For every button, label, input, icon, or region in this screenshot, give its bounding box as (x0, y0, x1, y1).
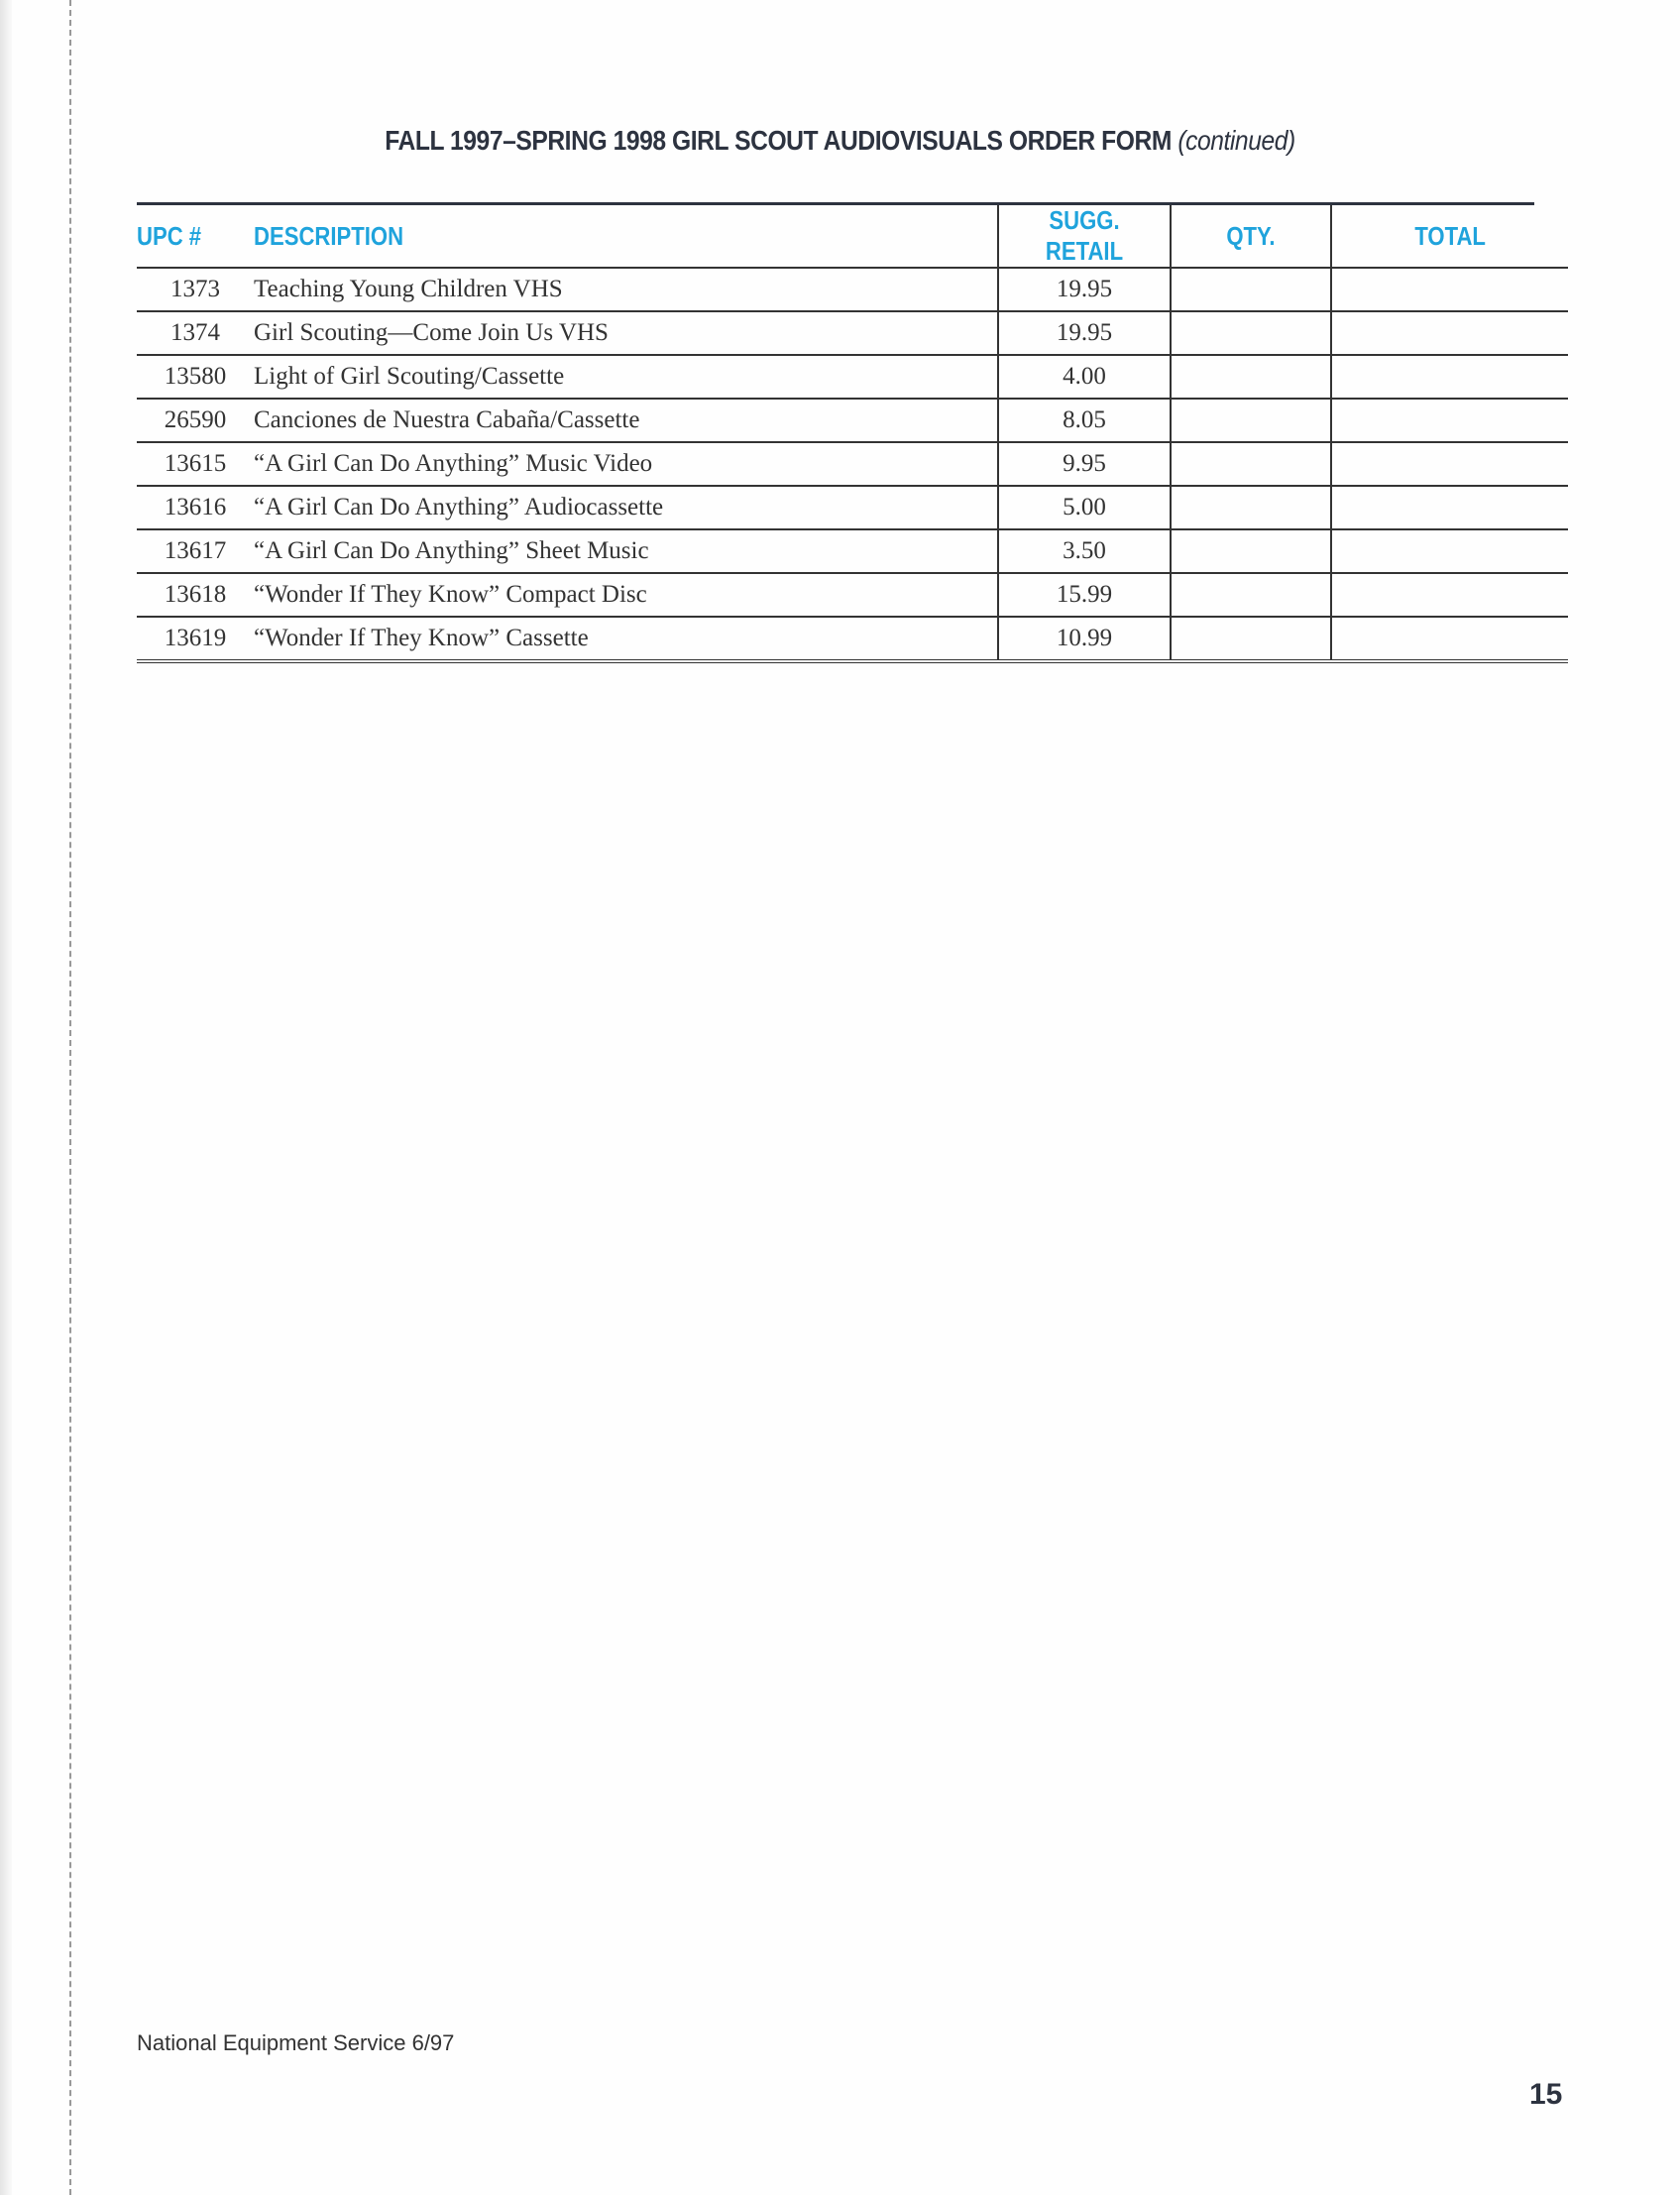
upc-cell: 26590 (137, 399, 254, 443)
table-row: 1373 Teaching Young Children VHS 19.95 (137, 268, 1568, 312)
table-row: 26590 Canciones de Nuestra Cabaña/Cassett… (137, 399, 1568, 443)
header-upc: UPC # (137, 205, 254, 269)
table-row: 13617 “A Girl Can Do Anything” Sheet Musi… (137, 529, 1568, 574)
table-row: 13618 “Wonder If They Know” Compact Disc 1… (137, 573, 1568, 618)
perforation-line (69, 0, 71, 2195)
total-field[interactable] (1330, 529, 1568, 574)
title-main: FALL 1997–SPRING 1998 GIRL SCOUT AUDIOVI… (385, 125, 1172, 156)
description-cell: Light of Girl Scouting/Cassette (254, 355, 998, 400)
table-row: 13616 “A Girl Can Do Anything” Audiocasse… (137, 486, 1568, 530)
header-sugg-retail: SUGG. RETAIL (997, 205, 1171, 269)
header-row: UPC # DESCRIPTION SUGG. RETAIL QTY. TOTA… (137, 205, 1568, 269)
qty-field[interactable] (1170, 355, 1331, 400)
upc-cell: 1373 (137, 268, 254, 312)
description-cell: Teaching Young Children VHS (254, 268, 998, 312)
price-cell: 10.99 (997, 617, 1171, 663)
price-cell: 19.95 (997, 268, 1171, 312)
description-cell: “Wonder If They Know” Cassette (254, 617, 998, 663)
price-cell: 19.95 (997, 311, 1171, 356)
price-cell: 9.95 (997, 442, 1171, 487)
total-field[interactable] (1330, 573, 1568, 618)
total-field[interactable] (1330, 442, 1568, 487)
total-field[interactable] (1330, 268, 1568, 312)
qty-field[interactable] (1170, 399, 1331, 443)
description-cell: “Wonder If They Know” Compact Disc (254, 573, 998, 618)
page-edge (0, 0, 12, 2195)
table-row: 13619 “Wonder If They Know” Cassette 10.99 (137, 617, 1568, 663)
total-field[interactable] (1330, 399, 1568, 443)
table-row: 13615 “A Girl Can Do Anything” Music Vide… (137, 442, 1568, 487)
total-field[interactable] (1330, 355, 1568, 400)
table-row: 1374 Girl Scouting—Come Join Us VHS 19.95 (137, 311, 1568, 356)
qty-field[interactable] (1170, 268, 1331, 312)
qty-field[interactable] (1170, 573, 1331, 618)
total-field[interactable] (1330, 311, 1568, 356)
upc-cell: 13619 (137, 617, 254, 663)
order-table: UPC # DESCRIPTION SUGG. RETAIL QTY. TOTA… (137, 205, 1568, 663)
qty-field[interactable] (1170, 311, 1331, 356)
price-cell: 8.05 (997, 399, 1171, 443)
upc-cell: 13616 (137, 486, 254, 530)
title-suffix: (continued) (1177, 125, 1295, 156)
upc-cell: 13617 (137, 529, 254, 574)
description-cell: Canciones de Nuestra Cabaña/Cassette (254, 399, 998, 443)
qty-field[interactable] (1170, 529, 1331, 574)
price-cell: 5.00 (997, 486, 1171, 530)
header-total: TOTAL (1330, 205, 1568, 269)
header-qty: QTY. (1170, 205, 1331, 269)
page-title: FALL 1997–SPRING 1998 GIRL SCOUT AUDIOVI… (101, 125, 1580, 157)
upc-cell: 13615 (137, 442, 254, 487)
total-field[interactable] (1330, 617, 1568, 663)
description-cell: “A Girl Can Do Anything” Audiocassette (254, 486, 998, 530)
top-rule (137, 202, 1534, 205)
total-field[interactable] (1330, 486, 1568, 530)
price-cell: 3.50 (997, 529, 1171, 574)
price-cell: 4.00 (997, 355, 1171, 400)
upc-cell: 1374 (137, 311, 254, 356)
price-cell: 15.99 (997, 573, 1171, 618)
description-cell: “A Girl Can Do Anything” Music Video (254, 442, 998, 487)
description-cell: Girl Scouting—Come Join Us VHS (254, 311, 998, 356)
page-number: 15 (1529, 2078, 1563, 2111)
upc-cell: 13618 (137, 573, 254, 618)
qty-field[interactable] (1170, 486, 1331, 530)
upc-cell: 13580 (137, 355, 254, 400)
table-row: 13580 Light of Girl Scouting/Cassette 4.00 (137, 355, 1568, 400)
footer-publisher: National Equipment Service 6/97 (137, 2030, 455, 2055)
description-cell: “A Girl Can Do Anything” Sheet Music (254, 529, 998, 574)
qty-field[interactable] (1170, 617, 1331, 663)
qty-field[interactable] (1170, 442, 1331, 487)
header-description: DESCRIPTION (254, 205, 998, 269)
